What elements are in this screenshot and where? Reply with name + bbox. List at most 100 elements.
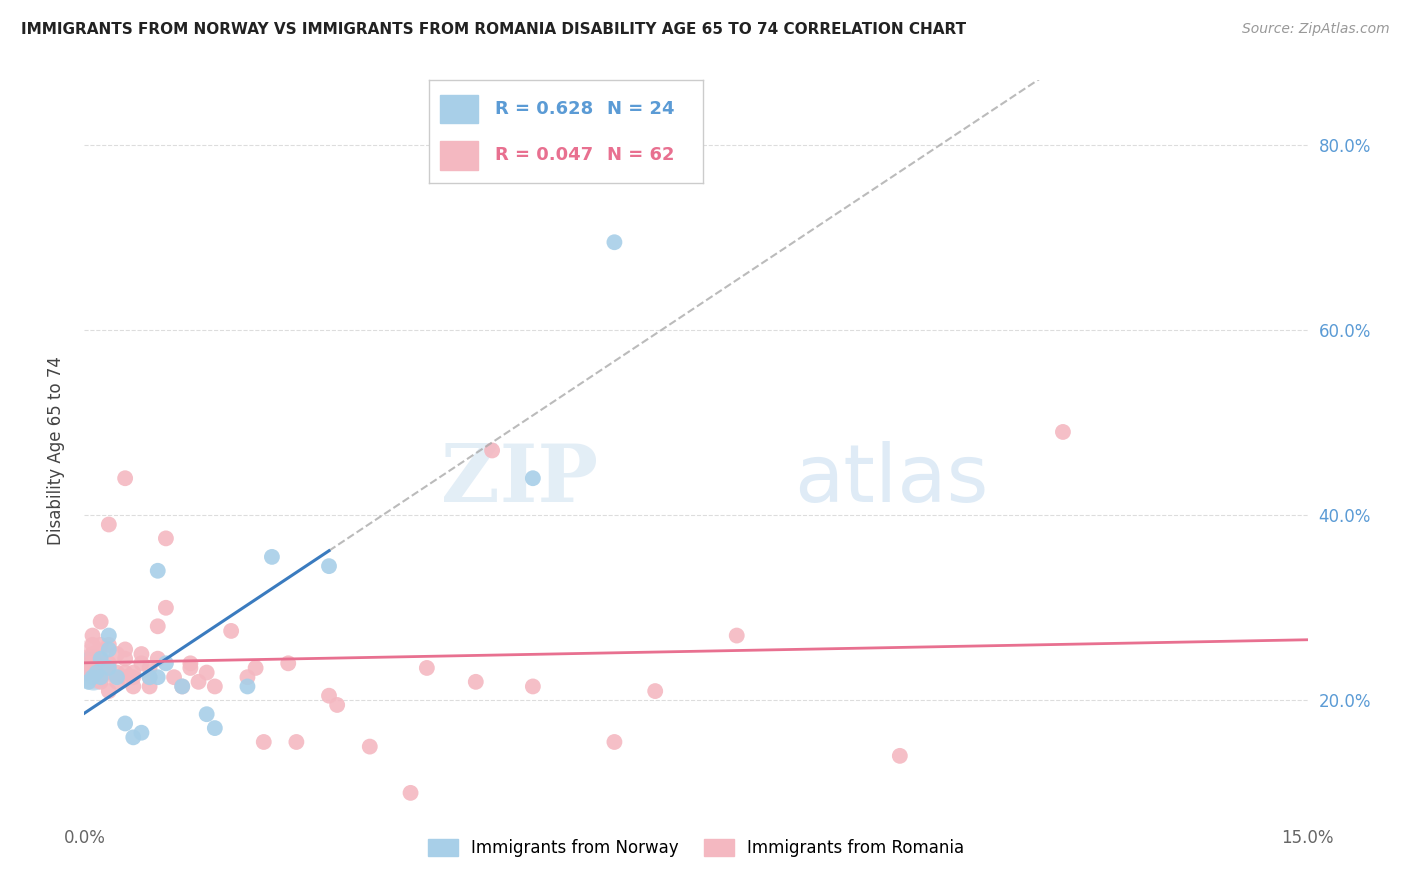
Bar bbox=[440, 141, 478, 169]
Point bbox=[114, 651, 136, 665]
Point bbox=[97, 665, 120, 680]
Point bbox=[97, 661, 120, 675]
Point bbox=[1052, 425, 1074, 439]
Point bbox=[131, 647, 153, 661]
Point bbox=[90, 670, 112, 684]
Point bbox=[122, 665, 145, 680]
Point bbox=[90, 615, 112, 629]
Point bbox=[82, 665, 104, 680]
Point bbox=[146, 651, 169, 665]
Point bbox=[80, 647, 103, 661]
Point bbox=[416, 661, 439, 675]
Point bbox=[82, 670, 104, 684]
Point bbox=[889, 748, 911, 763]
Text: R = 0.047: R = 0.047 bbox=[495, 146, 593, 164]
Point bbox=[219, 624, 242, 638]
Point bbox=[90, 665, 112, 680]
Point bbox=[204, 721, 226, 735]
Point bbox=[105, 674, 128, 689]
Point bbox=[86, 665, 108, 680]
Point bbox=[260, 549, 283, 564]
Point bbox=[318, 689, 340, 703]
Point bbox=[245, 661, 267, 675]
Point bbox=[90, 638, 112, 652]
Point bbox=[138, 680, 160, 694]
Text: IMMIGRANTS FROM NORWAY VS IMMIGRANTS FROM ROMANIA DISABILITY AGE 65 TO 74 CORREL: IMMIGRANTS FROM NORWAY VS IMMIGRANTS FRO… bbox=[21, 22, 966, 37]
Text: Source: ZipAtlas.com: Source: ZipAtlas.com bbox=[1241, 22, 1389, 37]
Point bbox=[82, 628, 104, 642]
Point bbox=[146, 619, 169, 633]
Point bbox=[82, 661, 104, 675]
Point bbox=[82, 657, 104, 671]
Point bbox=[77, 657, 100, 671]
Point bbox=[97, 657, 120, 671]
Point bbox=[603, 735, 626, 749]
Text: N = 62: N = 62 bbox=[607, 146, 675, 164]
Point bbox=[522, 471, 544, 485]
Point bbox=[97, 517, 120, 532]
Point bbox=[277, 657, 299, 671]
Point bbox=[236, 680, 259, 694]
Point bbox=[481, 443, 503, 458]
Point bbox=[253, 735, 276, 749]
Point bbox=[97, 628, 120, 642]
Point bbox=[82, 670, 104, 684]
Point bbox=[77, 674, 100, 689]
Point bbox=[97, 642, 120, 657]
Point bbox=[204, 680, 226, 694]
Point bbox=[399, 786, 422, 800]
Point bbox=[105, 665, 128, 680]
Point bbox=[122, 731, 145, 745]
Point bbox=[90, 651, 112, 665]
Point bbox=[522, 680, 544, 694]
Point bbox=[82, 638, 104, 652]
Point bbox=[114, 716, 136, 731]
Point bbox=[146, 670, 169, 684]
Point bbox=[82, 657, 104, 671]
Point bbox=[97, 684, 120, 698]
Point bbox=[603, 235, 626, 250]
Point bbox=[77, 657, 100, 671]
Point bbox=[114, 670, 136, 684]
Point bbox=[138, 670, 160, 684]
Point bbox=[131, 657, 153, 671]
Point bbox=[179, 661, 201, 675]
Point bbox=[236, 670, 259, 684]
Point bbox=[131, 725, 153, 739]
Point bbox=[195, 707, 218, 722]
Text: atlas: atlas bbox=[794, 441, 988, 519]
Point bbox=[155, 657, 177, 671]
Point bbox=[83, 665, 105, 680]
Point bbox=[105, 670, 128, 684]
Point bbox=[86, 661, 108, 675]
Point bbox=[90, 674, 112, 689]
Text: ZIP: ZIP bbox=[441, 441, 598, 519]
Point bbox=[155, 532, 177, 546]
Text: R = 0.628: R = 0.628 bbox=[495, 100, 593, 118]
Point bbox=[155, 600, 177, 615]
Point bbox=[90, 657, 112, 671]
Point bbox=[114, 665, 136, 680]
Point bbox=[195, 665, 218, 680]
Point bbox=[172, 680, 194, 694]
Point bbox=[146, 564, 169, 578]
Point bbox=[285, 735, 308, 749]
Y-axis label: Disability Age 65 to 74: Disability Age 65 to 74 bbox=[46, 356, 65, 545]
Point bbox=[644, 684, 666, 698]
Point bbox=[122, 680, 145, 694]
Point bbox=[326, 698, 349, 712]
Point bbox=[138, 661, 160, 675]
Point bbox=[725, 628, 748, 642]
Point bbox=[114, 642, 136, 657]
Point bbox=[82, 647, 104, 661]
Point bbox=[179, 657, 201, 671]
Point bbox=[97, 638, 120, 652]
Point bbox=[82, 651, 104, 665]
Point bbox=[163, 670, 186, 684]
Point bbox=[172, 680, 194, 694]
Text: N = 24: N = 24 bbox=[607, 100, 675, 118]
Point bbox=[359, 739, 381, 754]
Point bbox=[122, 670, 145, 684]
Bar bbox=[440, 95, 478, 123]
Point bbox=[76, 665, 98, 680]
